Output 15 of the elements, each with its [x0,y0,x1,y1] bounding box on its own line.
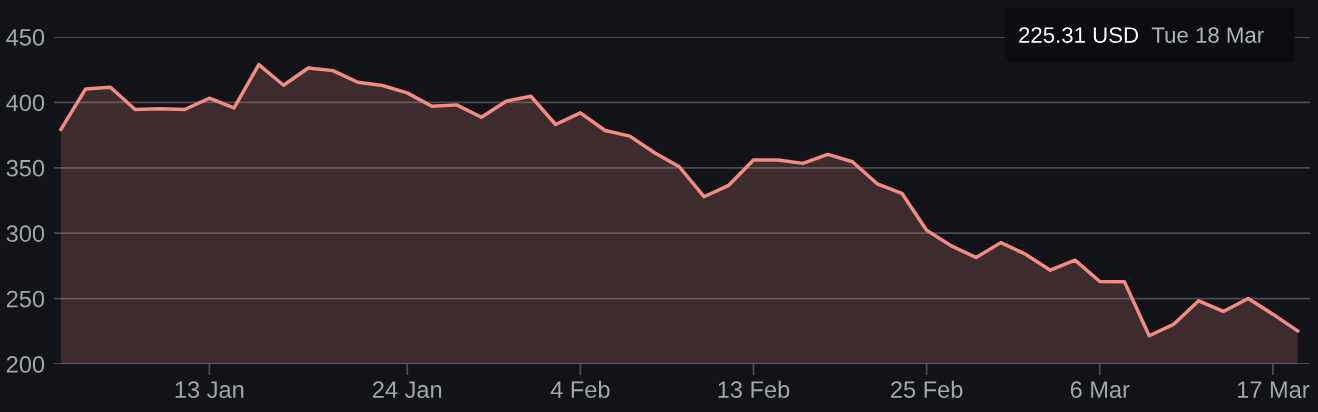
x-tick-label: 17 Mar [1237,381,1310,399]
y-tick-label: 200 [6,356,45,373]
x-tick-label: 13 Feb [718,380,790,399]
y-tick-label: 400 [6,94,45,112]
annotation: Tue 18 Mar [1151,27,1264,43]
y-tick-label: 350 [6,159,45,177]
x-tick-label: 24 Jan [372,381,442,399]
annotation: 225.31 USD [1019,27,1138,43]
y-tick-label: 300 [6,225,45,242]
x-tick-label: 4 Feb [550,380,610,399]
x-tick-label: 13 Jan [175,381,244,399]
x-tick-label: 25 Feb [891,380,963,399]
x-tick-label: 6 Mar [1070,381,1130,399]
y-tick-label: 250 [6,290,45,308]
y-tick-label: 450 [6,29,45,46]
